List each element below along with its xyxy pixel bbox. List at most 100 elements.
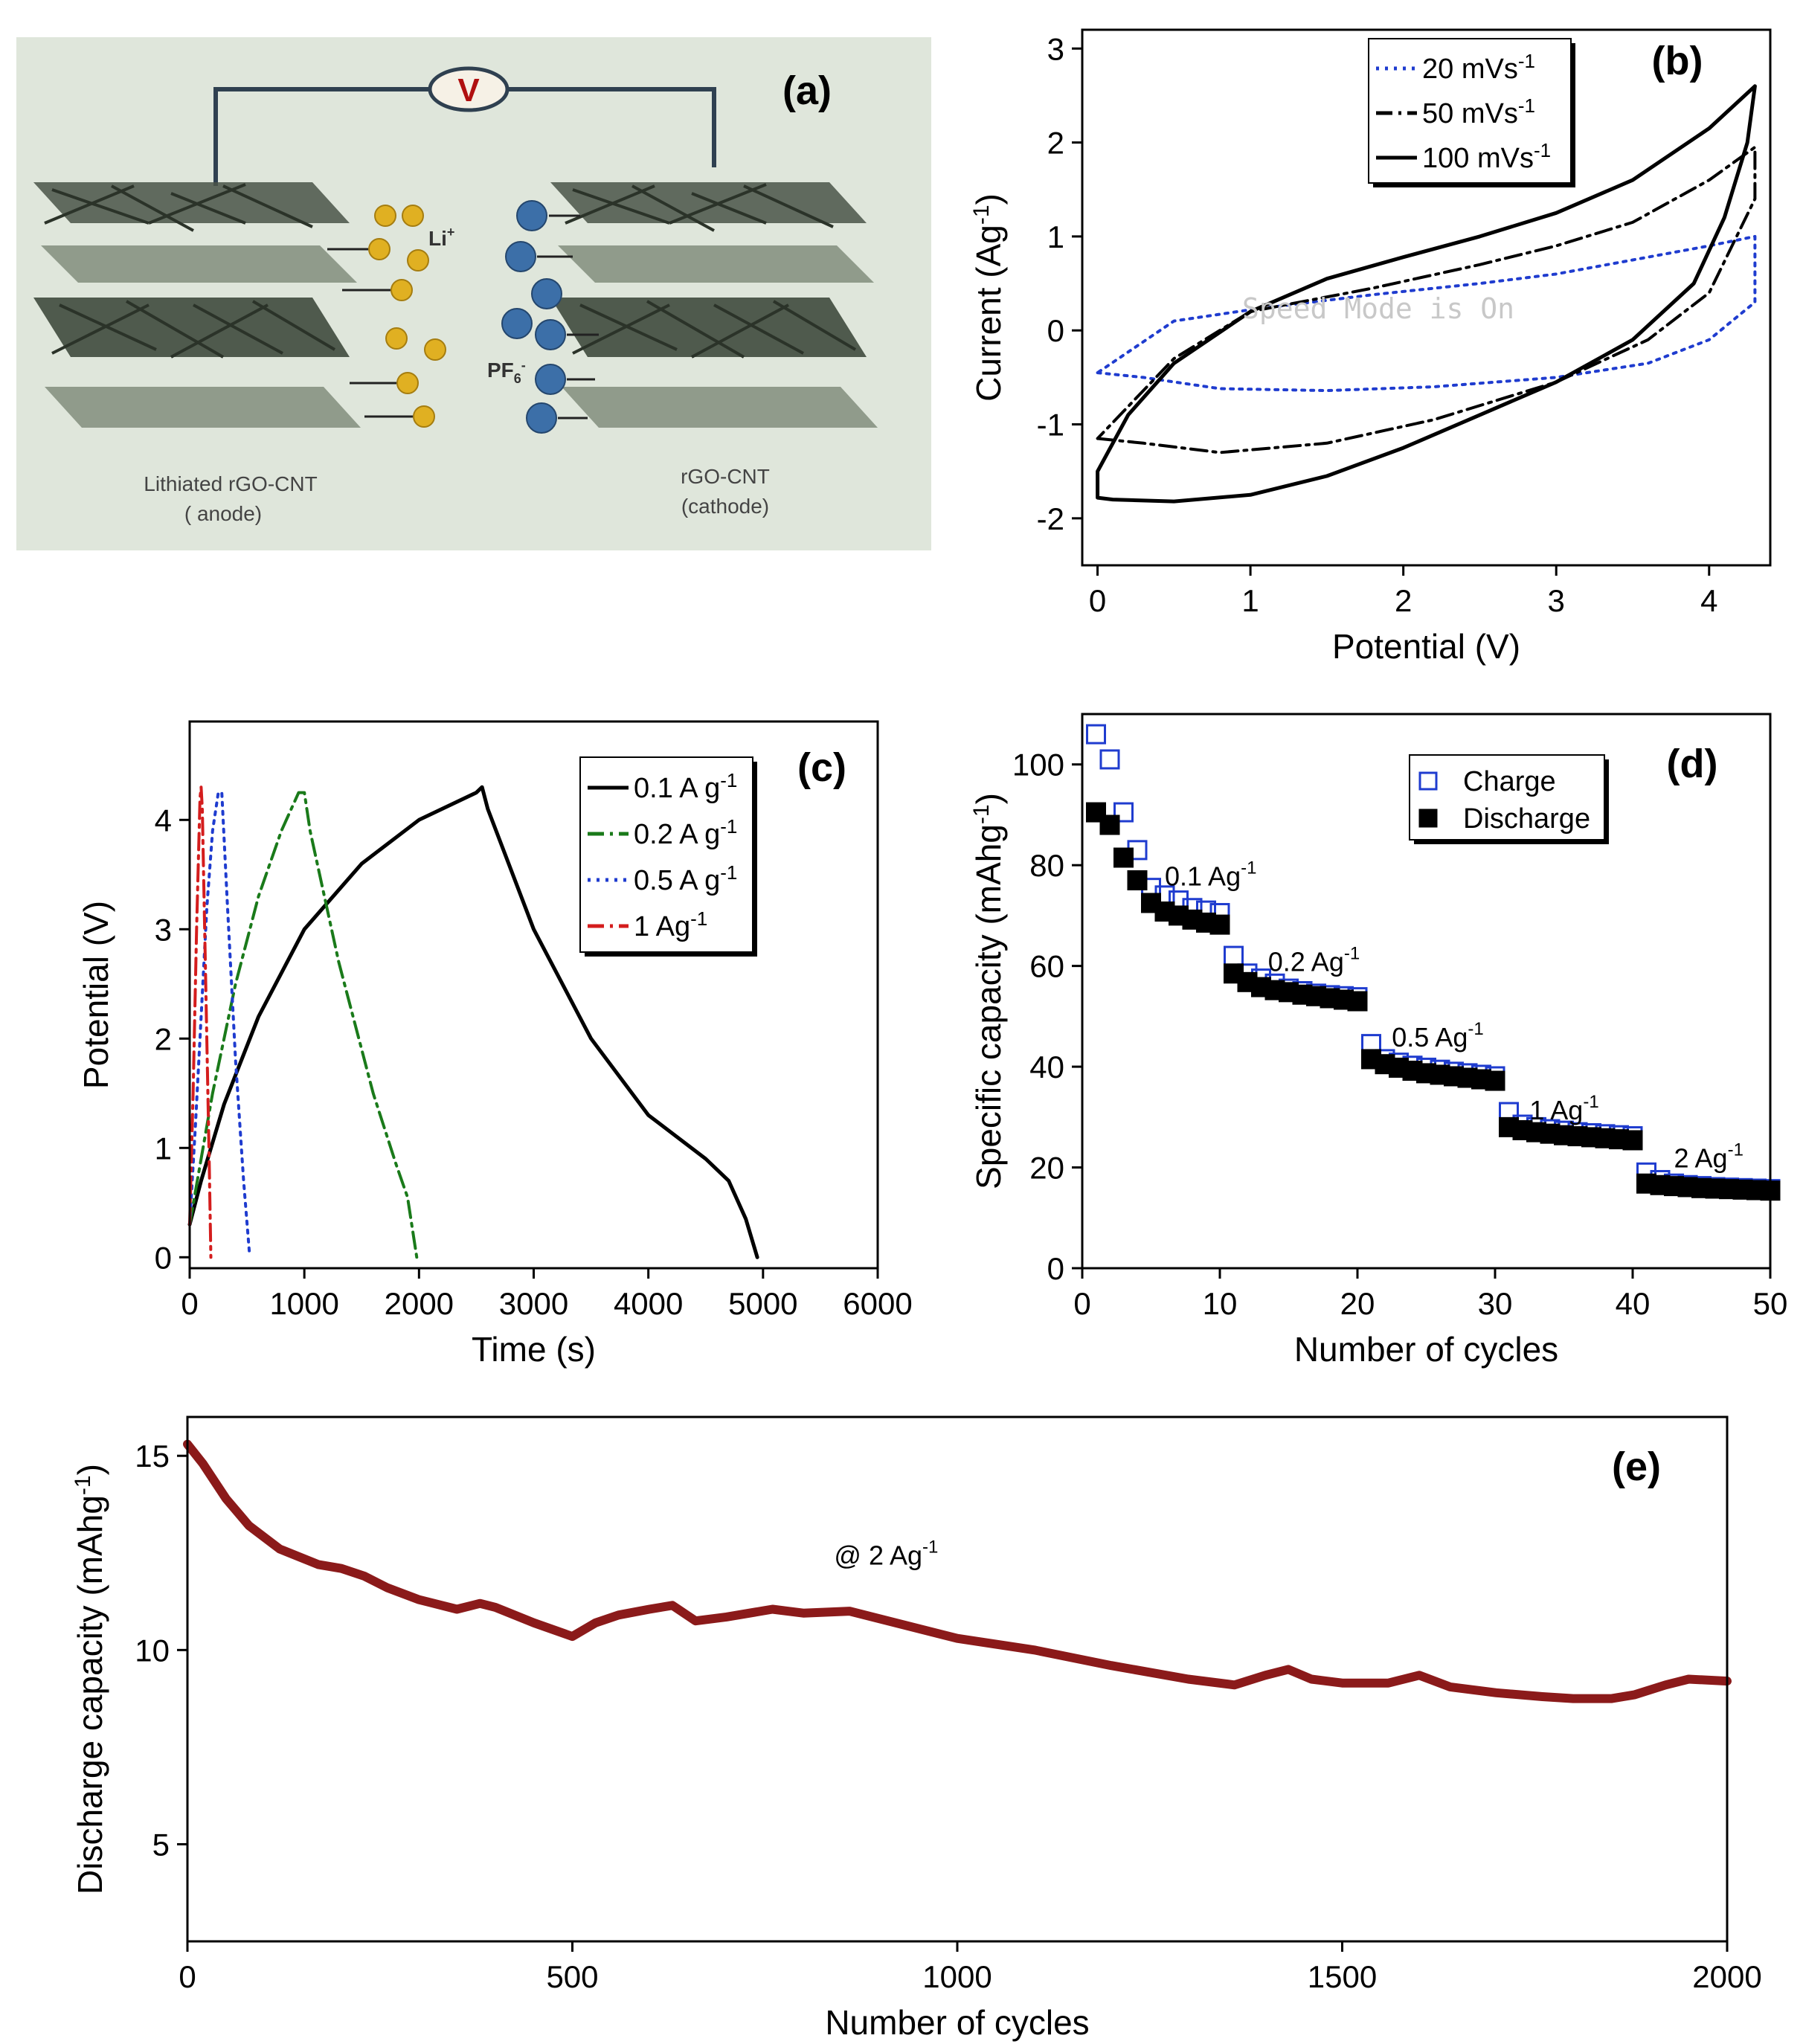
x-tick-label: 0 bbox=[179, 1959, 196, 1994]
x-tick-label: 500 bbox=[546, 1959, 598, 1994]
y-tick-label: 0 bbox=[1047, 1251, 1064, 1286]
annotation-label: 0.5 Ag-1 bbox=[1392, 1019, 1483, 1052]
discharge-point bbox=[1347, 991, 1368, 1012]
chart-e-cycling-stability: 0 500 1000 1500 2000 5 10 15 Number of cycles Dis… bbox=[71, 1415, 1762, 2042]
legend-box bbox=[579, 756, 753, 953]
plot-area bbox=[1096, 84, 1757, 504]
legend-entry: Charge bbox=[1463, 766, 1556, 797]
legend-entry: 100 mVs-1 bbox=[1422, 139, 1551, 174]
annotation-label: @ 2 Ag-1 bbox=[834, 1537, 938, 1570]
x-axis-label: Number of cycles bbox=[1294, 1330, 1558, 1369]
cathode-label-line1: rGO-CNT bbox=[681, 465, 770, 488]
panel-label: (e) bbox=[1612, 1444, 1661, 1489]
plot-frame bbox=[186, 1415, 1729, 1943]
panel-label: (b) bbox=[1652, 39, 1703, 83]
y-tick-label: 1 bbox=[1047, 219, 1064, 254]
cathode-label-line2: (cathode) bbox=[681, 495, 769, 518]
discharge-point bbox=[1113, 847, 1134, 868]
x-tick-label: 0 bbox=[1089, 583, 1106, 618]
voltmeter-icon bbox=[428, 66, 510, 112]
x-tick-label: 4000 bbox=[614, 1286, 683, 1321]
y-tick-label: 3 bbox=[1047, 31, 1064, 66]
x-tick-label: 20 bbox=[1340, 1286, 1375, 1321]
x-tick-label: 40 bbox=[1616, 1286, 1651, 1321]
x-axis-label: Potential (V) bbox=[1332, 627, 1520, 666]
x-tick-label: 10 bbox=[1203, 1286, 1238, 1321]
y-tick-label: -2 bbox=[1037, 501, 1064, 536]
x-tick-label: 6000 bbox=[843, 1286, 912, 1321]
y-tick-label: 20 bbox=[1029, 1151, 1064, 1186]
charge-point bbox=[1224, 945, 1244, 966]
li-ion-particles bbox=[368, 205, 446, 428]
series-line-0 bbox=[1096, 234, 1757, 393]
legend-entry: Discharge bbox=[1463, 803, 1590, 835]
y-tick-label: 0 bbox=[155, 1240, 172, 1275]
x-tick-label: 1000 bbox=[922, 1959, 992, 1994]
li-ion-label: Li+ bbox=[428, 225, 454, 250]
plot-area bbox=[1086, 724, 1781, 1201]
voltmeter-label: V bbox=[457, 72, 480, 109]
charge-point bbox=[1113, 802, 1134, 823]
x-tick-label: 1500 bbox=[1308, 1959, 1377, 1994]
legend: 0.1 A g-1 0.2 A g-1 0.5 A g-1 1 Ag-1 bbox=[579, 756, 757, 957]
annotation-label: 0.1 Ag-1 bbox=[1165, 858, 1256, 891]
annotation-label: 2 Ag-1 bbox=[1674, 1140, 1743, 1174]
y-axis-label: Current (Ag-1) bbox=[969, 193, 1008, 402]
y-tick-label: 100 bbox=[1012, 748, 1064, 782]
y-tick-label: 15 bbox=[135, 1439, 170, 1473]
discharge-point bbox=[1127, 870, 1148, 890]
plot-frame bbox=[1081, 713, 1772, 1270]
series-line-2 bbox=[188, 791, 251, 1253]
series-line-1 bbox=[1096, 145, 1757, 454]
x-tick-label: 2000 bbox=[385, 1286, 454, 1321]
y-tick-label: 10 bbox=[135, 1633, 170, 1668]
legend-entry: 1 Ag-1 bbox=[634, 907, 707, 942]
y-tick-label: -1 bbox=[1037, 408, 1064, 443]
watermark-text: Speed Mode is On bbox=[1242, 292, 1514, 325]
series-line-1 bbox=[188, 791, 419, 1259]
discharge-point bbox=[1099, 814, 1120, 835]
chart-c-charge-discharge: 0 1000 2000 3000 4000 5000 6000 0 1 2 3 4 Time (s) Po… bbox=[77, 720, 913, 1369]
legend-marker bbox=[1418, 771, 1438, 791]
y-tick-label: 0 bbox=[1047, 313, 1064, 348]
y-tick-label: 2 bbox=[155, 1021, 172, 1056]
annotation-label: 1 Ag-1 bbox=[1529, 1092, 1598, 1125]
pf6-ion-arrows bbox=[537, 214, 599, 420]
pf6-ion-particles bbox=[501, 200, 566, 434]
y-tick-label: 2 bbox=[1047, 126, 1064, 161]
y-tick-label: 1 bbox=[155, 1131, 172, 1166]
x-tick-label: 1000 bbox=[269, 1286, 338, 1321]
plot-area bbox=[183, 1439, 1732, 1703]
anode-electrode-stack bbox=[33, 182, 361, 428]
y-tick-label: 4 bbox=[155, 803, 172, 838]
y-tick-label: 40 bbox=[1029, 1050, 1064, 1084]
discharge-point bbox=[1086, 802, 1106, 823]
pf6-ion-label: PF6- bbox=[487, 358, 526, 386]
legend-box bbox=[1409, 754, 1605, 841]
anode-label-line1: Lithiated rGO-CNT bbox=[144, 472, 317, 495]
y-axis-label: Specific capacity (mAhg-1) bbox=[969, 793, 1008, 1189]
y-tick-label: 5 bbox=[152, 1827, 170, 1862]
x-tick-label: 2 bbox=[1395, 583, 1412, 618]
legend: Charge Discharge bbox=[1409, 754, 1609, 844]
discharge-point bbox=[1622, 1130, 1643, 1151]
x-axis-label: Time (s) bbox=[472, 1330, 596, 1369]
x-axis-label: Number of cycles bbox=[825, 2003, 1089, 2042]
legend-entry: 0.5 A g-1 bbox=[634, 861, 737, 896]
schematic-background bbox=[16, 37, 931, 550]
legend-entry: 0.2 A g-1 bbox=[634, 815, 737, 850]
plot-frame bbox=[188, 720, 879, 1270]
legend-marker bbox=[1418, 809, 1438, 828]
panel-a-schematic: V (a) bbox=[16, 37, 931, 550]
legend: 20 mVs-1 50 mVs-1 100 mVs-1 bbox=[1368, 38, 1575, 187]
legend-entry: 50 mVs-1 bbox=[1422, 94, 1535, 129]
x-tick-label: 4 bbox=[1700, 583, 1717, 618]
x-tick-label: 5000 bbox=[728, 1286, 797, 1321]
charge-point bbox=[1086, 724, 1106, 745]
x-tick-label: 0 bbox=[181, 1286, 198, 1321]
chart-d-rate-capability: 0 10 20 30 40 50 0 20 40 60 80 100 Number of cycles S… bbox=[969, 713, 1787, 1369]
discharge-point bbox=[1485, 1070, 1505, 1091]
y-tick-label: 60 bbox=[1029, 949, 1064, 984]
x-tick-label: 30 bbox=[1478, 1286, 1513, 1321]
x-tick-label: 2000 bbox=[1692, 1959, 1761, 1994]
